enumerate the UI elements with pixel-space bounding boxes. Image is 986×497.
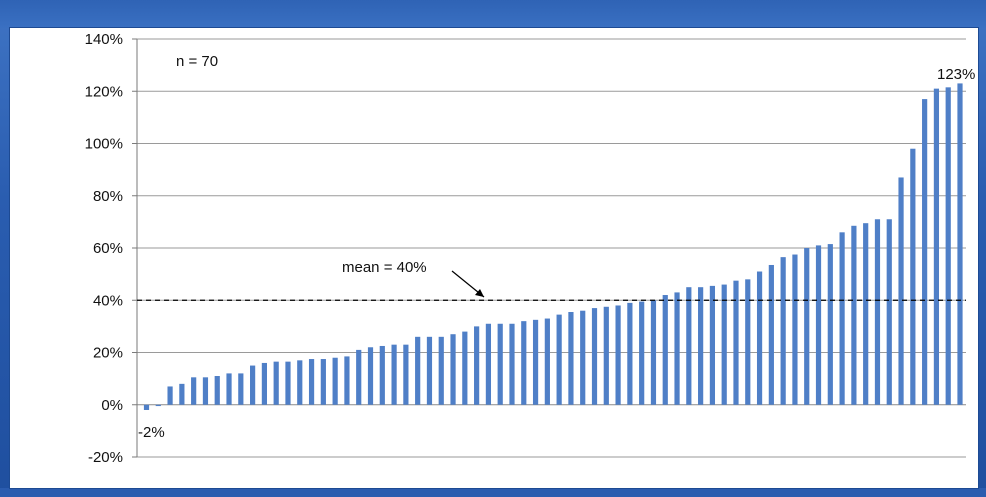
bar <box>285 361 291 405</box>
bar <box>756 271 763 405</box>
bar <box>898 177 904 405</box>
bar <box>580 310 586 405</box>
bar <box>851 225 857 405</box>
max-value-label: 123% <box>937 66 975 83</box>
bar <box>698 287 704 405</box>
bar <box>627 302 633 405</box>
bar <box>297 360 303 405</box>
bar <box>745 279 751 405</box>
bar <box>780 257 786 405</box>
bar <box>509 323 515 405</box>
bar <box>686 287 692 405</box>
y-tick-label: 100% <box>85 136 123 153</box>
y-tick-label: 0% <box>101 397 123 414</box>
bar <box>674 292 680 405</box>
bar <box>261 362 267 405</box>
bar <box>450 334 456 405</box>
bar <box>933 88 940 405</box>
bar <box>591 308 598 405</box>
bar <box>143 404 150 410</box>
window-top-band <box>0 0 986 28</box>
bar <box>615 305 621 405</box>
bar <box>379 345 385 405</box>
bar <box>179 383 185 405</box>
bar <box>320 359 326 405</box>
bar <box>874 219 881 405</box>
bar <box>332 357 338 405</box>
bar <box>214 376 220 405</box>
bar <box>308 359 315 405</box>
window-bottom-band <box>0 488 986 497</box>
bar <box>839 232 845 405</box>
bar <box>910 148 916 405</box>
bar <box>167 386 173 405</box>
bar <box>768 264 774 405</box>
y-tick-label: 20% <box>93 345 123 362</box>
bar <box>721 284 727 405</box>
bar <box>438 336 444 405</box>
bar <box>226 373 232 405</box>
bar <box>403 344 409 405</box>
bar <box>521 321 527 405</box>
bar <box>886 219 892 405</box>
bar <box>863 223 869 405</box>
bar <box>155 404 161 407</box>
bar <box>497 323 503 405</box>
bar <box>815 245 822 405</box>
bar <box>356 349 362 405</box>
y-axis: -20% 0% 20% 40% 60% 80% 100% 120% 140% <box>85 31 138 466</box>
bars <box>143 83 963 410</box>
bar <box>733 280 739 405</box>
bar <box>650 300 657 405</box>
bar <box>922 99 928 405</box>
bar <box>827 244 833 405</box>
bar <box>804 248 810 405</box>
y-tick-label: -20% <box>88 449 123 466</box>
bar <box>603 306 609 405</box>
y-tick-label: 60% <box>93 240 123 257</box>
bar <box>639 301 645 405</box>
bar <box>957 83 963 405</box>
bar <box>426 336 433 405</box>
y-tick-label: 80% <box>93 188 123 205</box>
y-tick-label: 40% <box>93 292 123 309</box>
y-tick-label: 120% <box>85 83 123 100</box>
y-tick-label: 140% <box>85 31 123 48</box>
bar <box>945 87 951 405</box>
bar <box>273 361 279 405</box>
bar <box>485 323 492 405</box>
bar <box>367 347 374 405</box>
bar <box>568 312 574 405</box>
bar <box>792 254 798 405</box>
bar <box>191 377 197 405</box>
min-value-label: -2% <box>138 424 165 441</box>
bar <box>544 318 550 405</box>
bar <box>202 377 209 405</box>
bar <box>391 344 397 405</box>
sample-size-label: n = 70 <box>176 53 218 70</box>
bar <box>662 295 668 405</box>
bar <box>344 356 350 405</box>
bar <box>462 331 468 405</box>
bar <box>709 285 716 405</box>
bar <box>250 365 256 405</box>
mean-arrow-head <box>475 289 484 297</box>
bar <box>415 336 421 405</box>
mean-label: mean = 40% <box>342 259 427 276</box>
bar <box>474 326 480 405</box>
bar <box>556 314 562 405</box>
bar <box>532 319 539 405</box>
bar <box>238 373 244 405</box>
